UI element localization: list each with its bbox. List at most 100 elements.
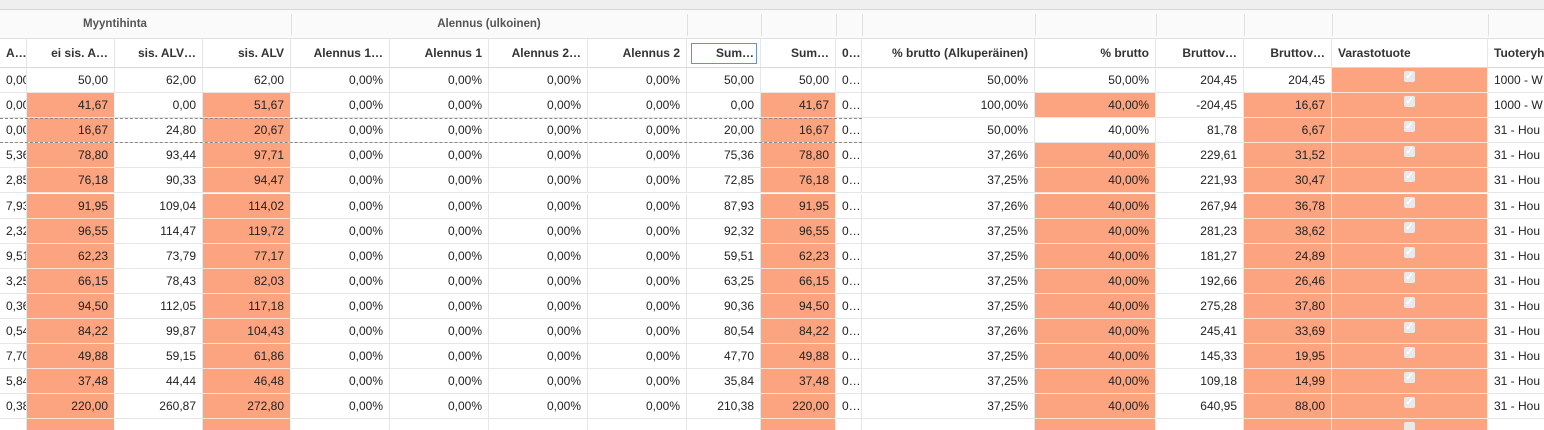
- table-cell: 37,25%: [862, 218, 1035, 244]
- checkbox[interactable]: ✓: [1404, 296, 1415, 308]
- table-cell: 31 - Hou: [1488, 168, 1544, 194]
- table-cell: 62,23: [27, 243, 115, 269]
- checkbox-cell: ✓: [1332, 218, 1488, 244]
- checkbox-cell: ✓: [1332, 369, 1488, 395]
- table-cell: 0,36: [0, 293, 27, 319]
- column-header[interactable]: % brutto (Alkuperäinen): [862, 39, 1035, 68]
- checkbox[interactable]: ✓: [1404, 372, 1415, 384]
- column-header[interactable]: Alennus 1…: [291, 39, 390, 68]
- table-cell: 31 - Hou: [1488, 294, 1544, 319]
- table-cell: 0,00: [115, 93, 203, 119]
- table-cell: [0, 419, 27, 430]
- checkbox-cell: ✓: [1332, 243, 1488, 269]
- table-cell: 0,00%: [588, 268, 687, 294]
- table-cell: 0,00: [687, 93, 761, 119]
- table-cell: 0,00%: [588, 193, 687, 219]
- column-header[interactable]: Sum…: [761, 39, 836, 68]
- group-header: Alennus (ulkoinen): [437, 18, 541, 30]
- table-cell: 9,51: [0, 243, 27, 269]
- table-cell: 0,00%: [390, 93, 489, 119]
- table-cell: 40,00%: [1035, 168, 1156, 194]
- table-cell: 36,78: [1244, 193, 1332, 219]
- table-cell: 59,51: [687, 243, 761, 269]
- table-cell: 0,54: [0, 319, 27, 345]
- table-cell: 88,00: [1244, 394, 1332, 420]
- column-header[interactable]: Bruttov…: [1156, 39, 1244, 68]
- table-cell: 181,27: [1156, 243, 1244, 269]
- table-cell: 66,15: [27, 268, 115, 294]
- column-header[interactable]: Alennus 2: [588, 39, 687, 68]
- table-cell: [1488, 419, 1544, 430]
- table-cell: 31 - Hou: [1488, 369, 1544, 395]
- table-cell: 66,15: [761, 268, 836, 294]
- table-cell: 81,78: [1156, 118, 1244, 144]
- column-header[interactable]: 0…: [836, 39, 862, 68]
- checkbox[interactable]: ✓: [1404, 271, 1415, 283]
- checkbox-cell: ✓: [1332, 93, 1488, 119]
- column-header[interactable]: sis. ALV…: [115, 39, 203, 68]
- table-cell: 16,67: [27, 118, 115, 144]
- checkbox[interactable]: ✓: [1404, 171, 1415, 183]
- table-cell: 0,00%: [390, 319, 489, 345]
- table-cell: 37,26%: [862, 319, 1035, 345]
- table-cell: 204,45: [1244, 68, 1332, 94]
- table-cell: 0…: [836, 93, 862, 119]
- table-cell: 37,25%: [862, 168, 1035, 194]
- checkbox[interactable]: ✓: [1404, 322, 1415, 333]
- table-cell: 40,00%: [1035, 243, 1156, 269]
- column-header[interactable]: Alennus 2…: [489, 39, 588, 68]
- table-cell: 31 - Hou: [1488, 344, 1544, 370]
- table-cell: 2,32: [0, 218, 27, 244]
- checkbox[interactable]: ✓: [1404, 146, 1415, 158]
- checkbox[interactable]: ✓: [1404, 347, 1415, 359]
- checkbox[interactable]: ✓: [1404, 397, 1415, 409]
- table-cell: 76,18: [761, 168, 836, 194]
- table-cell: 75,36: [687, 143, 761, 169]
- table-cell: 40,00%: [1035, 394, 1156, 420]
- table-cell: 0,00%: [390, 344, 489, 370]
- table-cell: 0,00%: [291, 344, 390, 370]
- table-cell: 50,00%: [1035, 68, 1156, 94]
- column-header[interactable]: A…: [0, 39, 27, 68]
- checkbox: [1404, 422, 1415, 430]
- column-header[interactable]: Sum…: [687, 39, 761, 68]
- column-header[interactable]: Tuoteryh: [1488, 39, 1544, 68]
- checkbox[interactable]: ✓: [1404, 246, 1415, 258]
- column-header[interactable]: Bruttov…: [1244, 39, 1332, 68]
- checkbox[interactable]: ✓: [1404, 196, 1415, 208]
- table-cell: 0,00%: [291, 243, 390, 269]
- table-cell: 40,00%: [1035, 268, 1156, 294]
- column-header[interactable]: % brutto: [1035, 39, 1156, 68]
- table-cell: 94,50: [27, 293, 115, 319]
- table-cell: 0,00%: [588, 168, 687, 194]
- table-cell: [1035, 419, 1156, 430]
- table-cell: 41,67: [761, 93, 836, 119]
- checkbox-cell: ✓: [1332, 168, 1488, 194]
- table-cell: 44,44: [115, 369, 203, 395]
- table-cell: 51,67: [203, 93, 291, 119]
- table-cell: 0,00: [0, 68, 27, 94]
- table-cell: 37,25%: [862, 268, 1035, 294]
- checkbox[interactable]: ✓: [1404, 121, 1415, 133]
- column-header[interactable]: Alennus 1: [390, 39, 489, 68]
- checkbox[interactable]: ✓: [1404, 71, 1415, 82]
- table-cell: 220,00: [27, 394, 115, 420]
- checkbox[interactable]: ✓: [1404, 96, 1415, 108]
- table-cell: [862, 419, 1035, 430]
- column-header[interactable]: sis. ALV: [203, 39, 291, 68]
- table-cell: 0,00%: [489, 218, 588, 244]
- table-cell: 37,48: [761, 369, 836, 395]
- table-cell: 0,00%: [588, 369, 687, 395]
- table-cell: 5,84: [0, 369, 27, 395]
- table-cell: 221,93: [1156, 168, 1244, 194]
- table-cell: 0,00%: [291, 193, 390, 219]
- table-cell: 0,00%: [291, 268, 390, 294]
- checkbox-cell: ✓: [1332, 268, 1488, 294]
- table-cell: 0,00%: [489, 268, 588, 294]
- checkbox[interactable]: ✓: [1404, 221, 1415, 233]
- column-header[interactable]: ei sis. A…: [27, 39, 115, 68]
- table-cell: 192,66: [1156, 268, 1244, 294]
- column-header[interactable]: Varastotuote: [1332, 39, 1488, 68]
- table-cell: 0,00%: [489, 143, 588, 169]
